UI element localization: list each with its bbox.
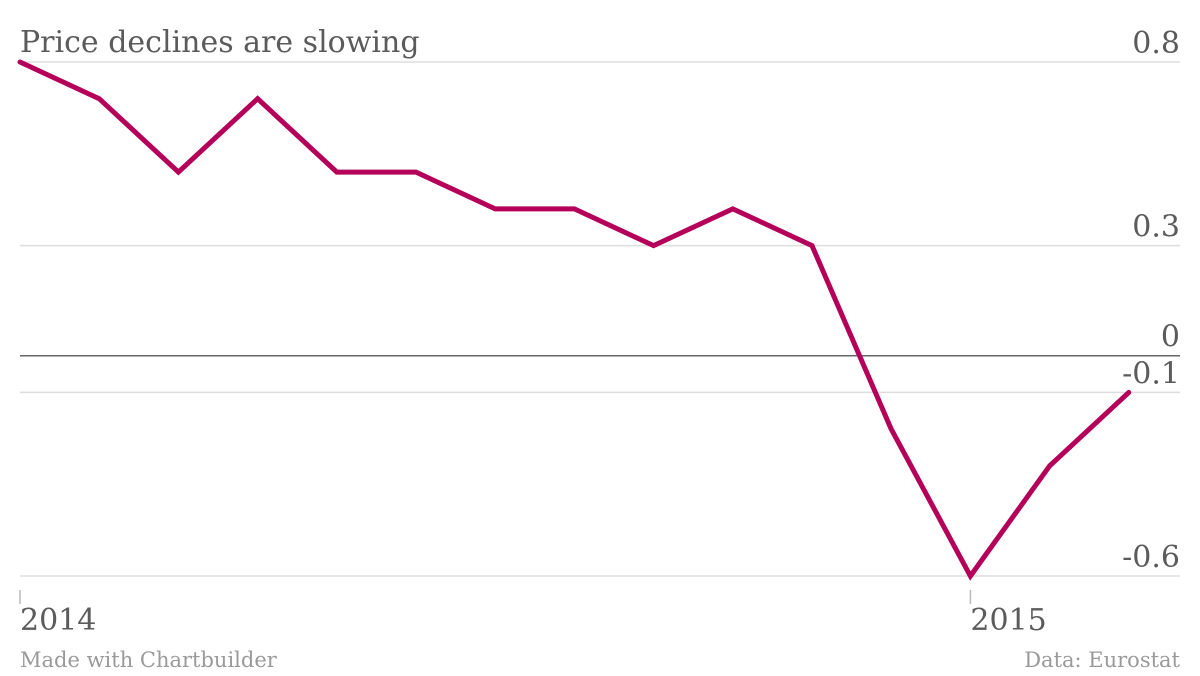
chart-title: Price declines are slowing — [20, 25, 420, 60]
y-tick-label-2: 0 — [1161, 320, 1180, 355]
footer-credit: Made with Chartbuilder — [20, 648, 278, 672]
x-tick-label-0: 2014 — [20, 603, 96, 638]
y-tick-label-4: -0.6 — [1122, 540, 1180, 575]
x-axis: 2014 2015 — [19, 590, 1047, 638]
y-tick-label-0: 0.8 — [1132, 26, 1180, 61]
series-line — [17, 59, 1132, 581]
series-line-0 — [17, 59, 1132, 581]
y-tick-label-1: 0.3 — [1132, 210, 1180, 245]
grid-lines: 0.8 0.3 0-0.1 -0.6 — [20, 26, 1180, 577]
footer-source: Data: Eurostat — [1024, 648, 1180, 672]
y-tick-label-3: -0.1 — [1122, 356, 1180, 391]
x-tick-label-1: 2015 — [970, 603, 1046, 638]
